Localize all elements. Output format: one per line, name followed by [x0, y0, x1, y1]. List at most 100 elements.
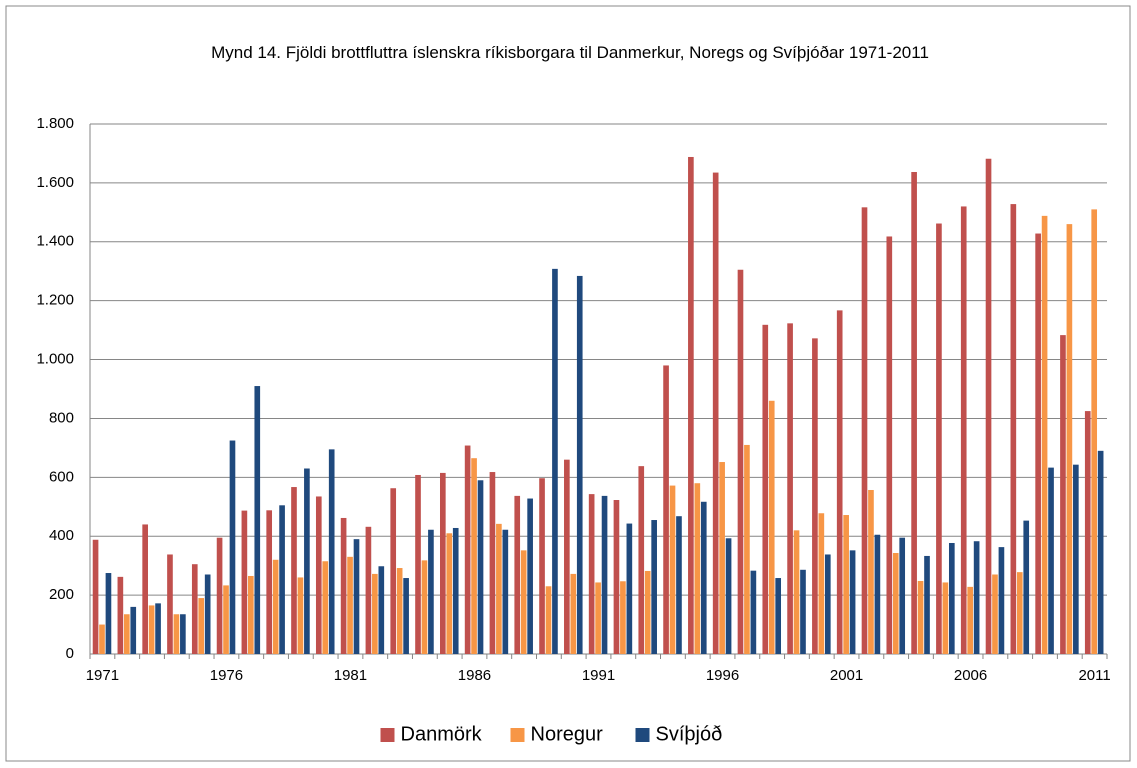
bar — [924, 555, 930, 654]
bar — [1091, 209, 1098, 654]
bar — [719, 462, 725, 654]
bar — [439, 472, 446, 654]
bar — [155, 603, 161, 654]
bar — [663, 365, 669, 654]
bar — [613, 500, 620, 654]
y-tick-label: 1.000 — [36, 351, 74, 368]
bar — [216, 537, 223, 654]
bar — [651, 520, 657, 654]
bar — [241, 510, 248, 654]
bar — [595, 582, 601, 654]
bar — [403, 578, 409, 654]
bar — [142, 524, 148, 654]
bar — [365, 526, 372, 654]
legend-swatch — [635, 728, 650, 742]
bar — [588, 494, 595, 654]
bar — [452, 527, 459, 654]
bar — [911, 171, 917, 654]
bar — [502, 529, 509, 654]
bar — [315, 496, 322, 654]
bar — [688, 156, 694, 654]
bar — [1010, 204, 1017, 655]
bar — [167, 554, 173, 654]
bar — [291, 487, 297, 654]
bar — [793, 530, 800, 654]
bar — [849, 550, 856, 654]
bar — [601, 495, 608, 654]
bar — [229, 440, 236, 654]
bar — [148, 605, 155, 654]
x-tick-label: 1971 — [86, 667, 119, 684]
bar — [899, 537, 906, 654]
bar — [527, 498, 533, 654]
bar — [973, 541, 980, 654]
bar — [800, 569, 806, 654]
bar — [1035, 233, 1041, 655]
bar — [836, 310, 843, 654]
x-tick-label: 2011 — [1078, 667, 1110, 684]
x-tick-label: 1976 — [210, 667, 243, 684]
y-tick-label: 800 — [49, 409, 74, 426]
bar — [960, 206, 967, 654]
bar — [620, 581, 626, 654]
bar — [304, 468, 310, 654]
legend-label: Noregur — [531, 723, 604, 745]
bar — [892, 553, 899, 654]
bar — [768, 400, 775, 654]
y-tick-label: 200 — [49, 586, 74, 603]
bar — [1073, 464, 1079, 654]
x-tick-label: 2001 — [830, 667, 863, 684]
bar — [992, 574, 998, 654]
bar — [421, 560, 428, 654]
bar — [92, 539, 99, 654]
bar — [868, 489, 874, 654]
legend-label: Danmörk — [401, 723, 483, 745]
x-tick-label: 2006 — [954, 667, 987, 684]
y-tick-label: 0 — [66, 645, 74, 662]
bar — [372, 573, 378, 654]
bar — [340, 517, 347, 654]
bar — [223, 585, 229, 654]
bar — [489, 472, 496, 654]
bar — [396, 568, 403, 654]
bar — [191, 564, 198, 654]
bar — [496, 523, 502, 654]
bar — [985, 158, 992, 654]
bar — [378, 566, 385, 654]
bar — [787, 323, 793, 654]
bar — [477, 480, 484, 654]
bar — [180, 614, 186, 654]
bar — [676, 516, 682, 654]
bar — [638, 466, 645, 654]
bar — [725, 538, 732, 654]
bar — [353, 539, 360, 654]
bar — [948, 542, 955, 654]
bar — [936, 223, 942, 654]
bar — [297, 577, 304, 654]
bar — [824, 554, 831, 654]
bar — [737, 269, 744, 654]
bar — [322, 561, 329, 654]
bar — [1023, 520, 1030, 654]
bar — [446, 533, 453, 654]
bar — [198, 598, 205, 654]
x-tick-label: 1991 — [582, 667, 615, 684]
bar — [514, 495, 521, 654]
bar — [248, 575, 254, 654]
bar — [552, 268, 558, 654]
y-tick-label: 400 — [49, 527, 74, 544]
bar — [644, 570, 651, 654]
y-tick-label: 600 — [49, 468, 74, 485]
bar — [1066, 224, 1073, 654]
bar — [564, 459, 570, 654]
bar — [775, 578, 782, 654]
bar — [123, 614, 130, 654]
bar — [204, 574, 211, 654]
bar — [967, 586, 973, 654]
bar — [1048, 467, 1054, 654]
bar — [998, 547, 1005, 654]
bar — [173, 614, 180, 654]
bar — [762, 324, 769, 654]
